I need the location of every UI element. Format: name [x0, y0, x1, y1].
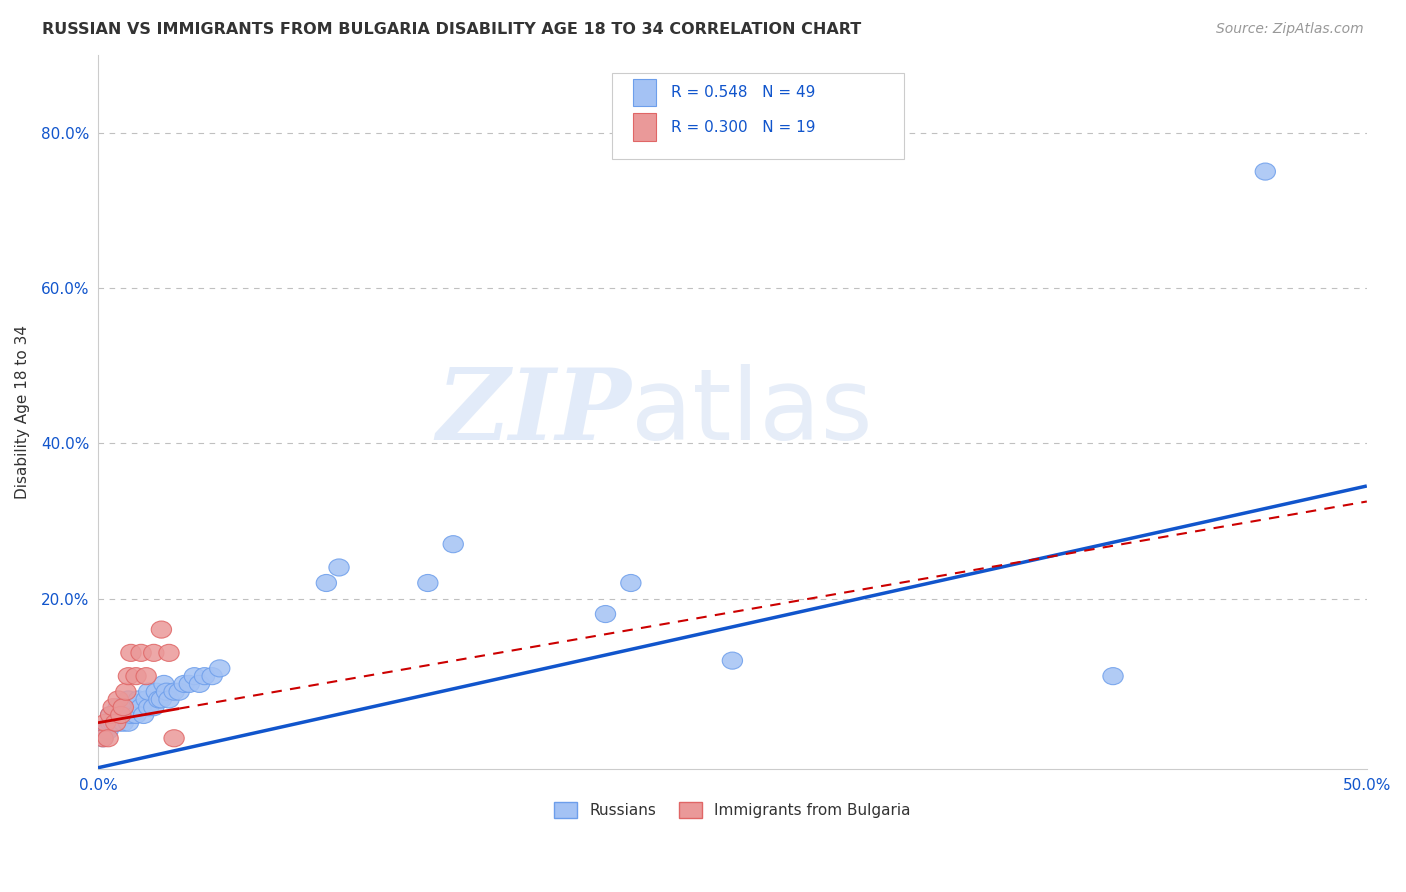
Ellipse shape	[93, 730, 112, 747]
Ellipse shape	[98, 730, 118, 747]
Ellipse shape	[93, 730, 112, 747]
Ellipse shape	[127, 706, 146, 723]
Ellipse shape	[190, 675, 209, 692]
Ellipse shape	[156, 683, 177, 700]
Ellipse shape	[146, 683, 166, 700]
Ellipse shape	[169, 683, 190, 700]
Ellipse shape	[100, 714, 121, 731]
Ellipse shape	[443, 536, 464, 553]
Ellipse shape	[98, 722, 118, 739]
Ellipse shape	[118, 691, 139, 708]
Ellipse shape	[108, 714, 128, 731]
Ellipse shape	[103, 698, 124, 715]
Ellipse shape	[149, 691, 169, 708]
Text: atlas: atlas	[631, 364, 873, 461]
Ellipse shape	[118, 667, 139, 685]
Ellipse shape	[121, 644, 141, 661]
Ellipse shape	[136, 667, 156, 685]
Text: Source: ZipAtlas.com: Source: ZipAtlas.com	[1216, 22, 1364, 37]
Ellipse shape	[329, 559, 349, 576]
Ellipse shape	[111, 706, 131, 723]
Ellipse shape	[127, 667, 146, 685]
Ellipse shape	[152, 621, 172, 638]
Ellipse shape	[103, 714, 124, 731]
Ellipse shape	[131, 698, 152, 715]
Ellipse shape	[139, 683, 159, 700]
Ellipse shape	[111, 706, 131, 723]
Ellipse shape	[418, 574, 439, 591]
Ellipse shape	[723, 652, 742, 669]
Text: R = 0.300   N = 19: R = 0.300 N = 19	[672, 120, 815, 135]
Ellipse shape	[105, 706, 127, 723]
Text: R = 0.548   N = 49: R = 0.548 N = 49	[672, 85, 815, 100]
Ellipse shape	[108, 698, 128, 715]
Ellipse shape	[100, 706, 121, 723]
Ellipse shape	[96, 714, 115, 731]
Ellipse shape	[165, 730, 184, 747]
Ellipse shape	[1102, 667, 1123, 685]
Ellipse shape	[595, 606, 616, 623]
Ellipse shape	[96, 722, 115, 739]
Ellipse shape	[153, 675, 174, 692]
Ellipse shape	[112, 698, 134, 715]
Ellipse shape	[124, 698, 143, 715]
Ellipse shape	[152, 691, 172, 708]
Ellipse shape	[128, 691, 149, 708]
Ellipse shape	[115, 706, 136, 723]
Ellipse shape	[143, 698, 165, 715]
Ellipse shape	[143, 644, 165, 661]
Legend: Russians, Immigrants from Bulgaria: Russians, Immigrants from Bulgaria	[547, 795, 918, 826]
Ellipse shape	[131, 644, 152, 661]
Ellipse shape	[100, 706, 121, 723]
Ellipse shape	[194, 667, 215, 685]
Ellipse shape	[108, 691, 128, 708]
FancyBboxPatch shape	[634, 113, 657, 141]
Ellipse shape	[139, 698, 159, 715]
Ellipse shape	[159, 644, 179, 661]
Ellipse shape	[115, 683, 136, 700]
FancyBboxPatch shape	[634, 78, 657, 106]
Ellipse shape	[136, 691, 156, 708]
Ellipse shape	[105, 714, 127, 731]
Ellipse shape	[159, 691, 179, 708]
Text: RUSSIAN VS IMMIGRANTS FROM BULGARIA DISABILITY AGE 18 TO 34 CORRELATION CHART: RUSSIAN VS IMMIGRANTS FROM BULGARIA DISA…	[42, 22, 862, 37]
Ellipse shape	[179, 675, 200, 692]
Ellipse shape	[174, 675, 194, 692]
Ellipse shape	[134, 706, 153, 723]
Ellipse shape	[112, 714, 134, 731]
Ellipse shape	[1256, 163, 1275, 180]
Ellipse shape	[165, 683, 184, 700]
Ellipse shape	[118, 714, 139, 731]
Ellipse shape	[112, 698, 134, 715]
Ellipse shape	[121, 706, 141, 723]
Ellipse shape	[184, 667, 204, 685]
Text: ZIP: ZIP	[436, 364, 631, 460]
FancyBboxPatch shape	[612, 73, 904, 159]
Ellipse shape	[620, 574, 641, 591]
Ellipse shape	[209, 660, 231, 677]
Ellipse shape	[202, 667, 222, 685]
Ellipse shape	[316, 574, 336, 591]
Y-axis label: Disability Age 18 to 34: Disability Age 18 to 34	[15, 326, 30, 500]
